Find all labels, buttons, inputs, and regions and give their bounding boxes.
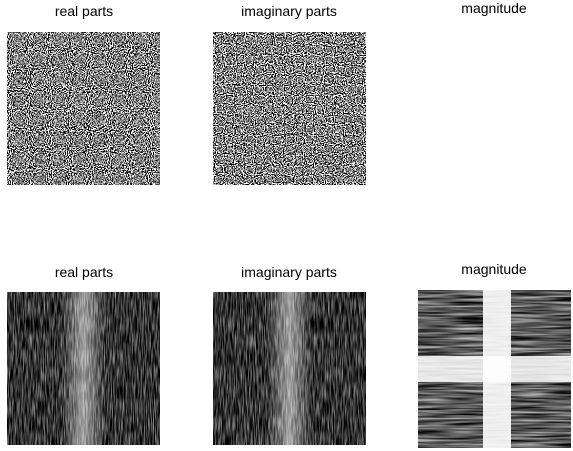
panel-title: magnitude [461,261,527,277]
spectrum-image [7,292,160,445]
panel-title: real parts [55,3,113,19]
figure: real parts imaginary parts magnitude rea… [0,0,573,451]
panel-title: imaginary parts [241,3,337,19]
center-band [7,292,160,445]
noise-image [213,32,366,185]
center-band [213,292,366,445]
noise-image [7,32,160,185]
sparse-image [418,32,571,185]
panel-title: real parts [55,264,113,280]
panel-title: magnitude [461,0,527,16]
panel-title: imaginary parts [241,264,337,280]
white-band [418,356,571,382]
spectrum-image [418,290,571,448]
spectrum-image [213,292,366,445]
